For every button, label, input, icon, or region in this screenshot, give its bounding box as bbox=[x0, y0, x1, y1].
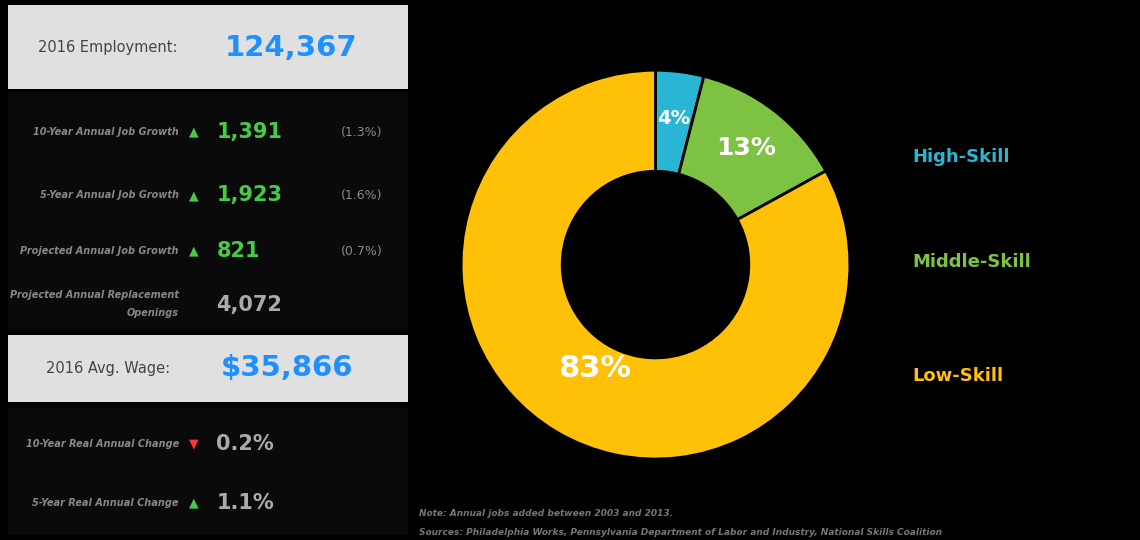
Text: 124,367: 124,367 bbox=[225, 33, 358, 62]
Text: 1,391: 1,391 bbox=[217, 122, 283, 143]
Text: $35,866: $35,866 bbox=[221, 354, 353, 382]
Wedge shape bbox=[678, 76, 825, 220]
Text: 2016 Employment:: 2016 Employment: bbox=[39, 40, 178, 55]
Text: 5-Year Annual Job Growth: 5-Year Annual Job Growth bbox=[40, 191, 179, 200]
Text: Sources: Philadelphia Works, Pennsylvania Department of Labor and Industry, Nati: Sources: Philadelphia Works, Pennsylvani… bbox=[420, 528, 943, 537]
Text: 10-Year Annual Job Growth: 10-Year Annual Job Growth bbox=[33, 127, 179, 137]
Text: ▲: ▲ bbox=[189, 497, 200, 510]
Text: 1,923: 1,923 bbox=[217, 185, 283, 206]
Text: ▲: ▲ bbox=[189, 126, 200, 139]
Text: 83%: 83% bbox=[557, 354, 630, 383]
FancyBboxPatch shape bbox=[8, 335, 408, 402]
Text: Projected Annual Job Growth: Projected Annual Job Growth bbox=[21, 246, 179, 256]
Text: Middle-Skill: Middle-Skill bbox=[913, 253, 1032, 272]
Text: Low-Skill: Low-Skill bbox=[913, 367, 1003, 385]
FancyBboxPatch shape bbox=[8, 92, 408, 329]
Text: 1.1%: 1.1% bbox=[217, 493, 274, 514]
Text: (1.6%): (1.6%) bbox=[341, 189, 383, 202]
Text: 0.2%: 0.2% bbox=[217, 434, 274, 454]
Text: ▲: ▲ bbox=[189, 189, 200, 202]
Text: 4%: 4% bbox=[658, 109, 691, 127]
Text: (1.3%): (1.3%) bbox=[341, 126, 383, 139]
Text: ▼: ▼ bbox=[189, 437, 200, 450]
Text: 821: 821 bbox=[217, 241, 260, 261]
Text: Projected Annual Replacement: Projected Annual Replacement bbox=[10, 291, 179, 300]
Text: 13%: 13% bbox=[716, 136, 776, 160]
Text: Openings: Openings bbox=[127, 308, 179, 318]
Text: High-Skill: High-Skill bbox=[913, 147, 1010, 166]
Text: 10-Year Real Annual Change: 10-Year Real Annual Change bbox=[26, 439, 179, 449]
Text: 2016 Avg. Wage:: 2016 Avg. Wage: bbox=[46, 361, 170, 376]
Text: (0.7%): (0.7%) bbox=[341, 245, 383, 258]
FancyBboxPatch shape bbox=[8, 408, 408, 535]
Text: Note: Annual jobs added between 2003 and 2013.: Note: Annual jobs added between 2003 and… bbox=[420, 509, 674, 518]
Text: ▲: ▲ bbox=[189, 245, 200, 258]
Text: 4,072: 4,072 bbox=[217, 295, 283, 315]
Wedge shape bbox=[461, 70, 850, 459]
FancyBboxPatch shape bbox=[8, 5, 408, 89]
Wedge shape bbox=[656, 70, 703, 174]
Text: 5-Year Real Annual Change: 5-Year Real Annual Change bbox=[32, 498, 179, 508]
